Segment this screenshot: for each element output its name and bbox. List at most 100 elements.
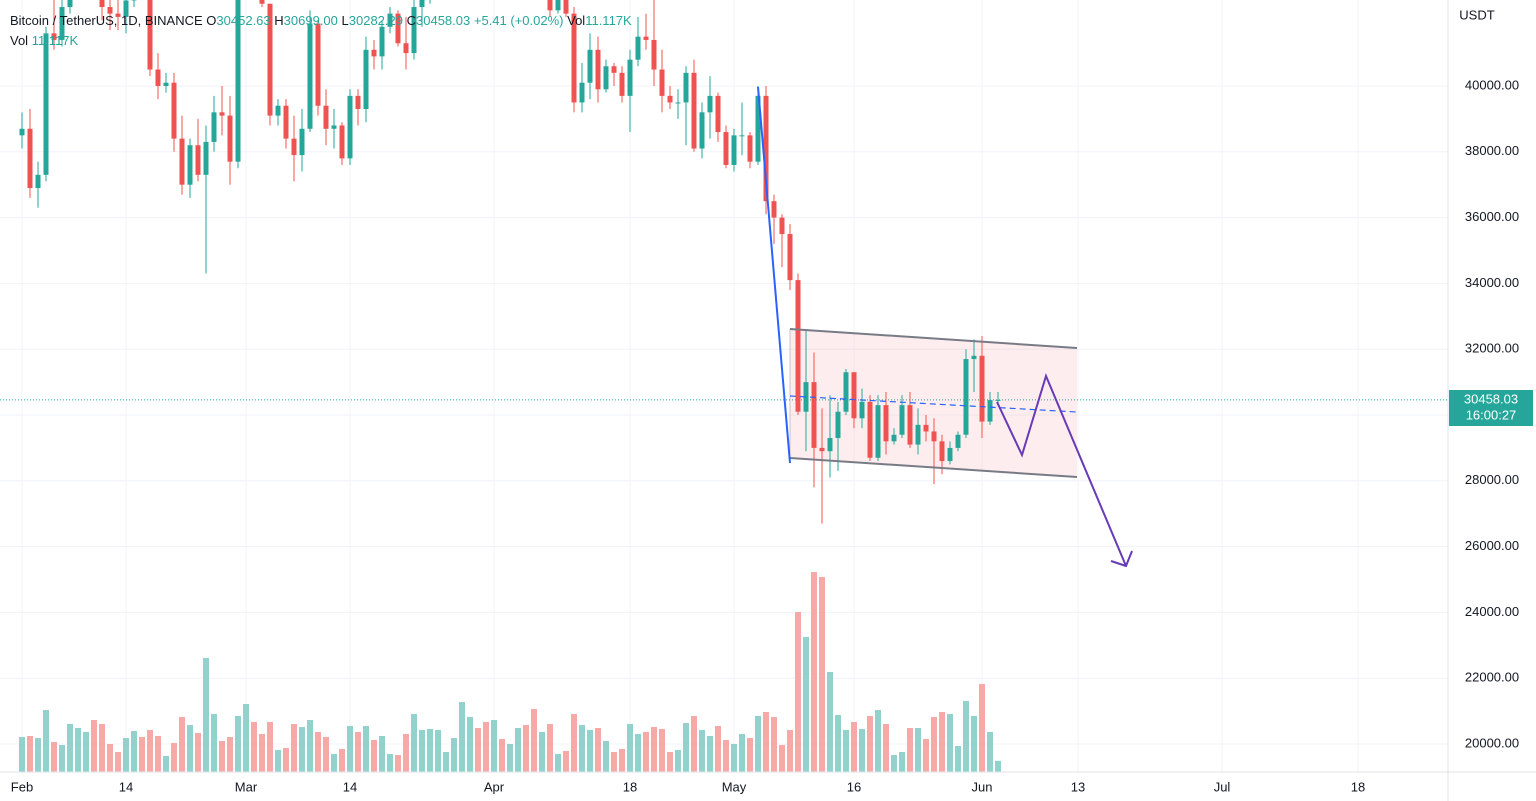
volume-bar	[883, 724, 889, 772]
candle-body	[875, 405, 881, 458]
volume-bar	[99, 724, 105, 772]
candle-body	[547, 0, 553, 11]
candle-body	[571, 13, 577, 103]
candle-body	[275, 105, 281, 116]
countdown: 16:00:27	[1466, 407, 1517, 422]
volume-bar	[539, 732, 545, 772]
volume-bar	[475, 728, 481, 772]
ohlc-close: C30458.03	[407, 13, 471, 28]
candle-body	[259, 0, 265, 4]
candle-body	[315, 23, 321, 106]
candle-body	[979, 355, 985, 422]
volume-bar	[115, 752, 121, 772]
volume-bar	[419, 730, 425, 772]
candle-body	[211, 112, 217, 142]
ohlc-open: O30452.63	[206, 13, 270, 28]
candle-body	[763, 95, 769, 202]
volume-bar	[515, 728, 521, 772]
candle-body	[371, 49, 377, 57]
candle-body	[995, 399, 1001, 401]
candle-body	[339, 125, 345, 159]
candle-body	[787, 234, 793, 281]
volume-bar	[579, 725, 585, 772]
candle-body	[811, 382, 817, 448]
volume-bar	[731, 744, 737, 772]
volume-bar	[139, 737, 145, 772]
volume-bar	[91, 720, 97, 772]
y-tick-label: 22000.00	[1465, 670, 1519, 685]
candle-body	[779, 217, 785, 235]
candle-body	[731, 135, 737, 165]
volume-bar	[667, 752, 673, 772]
symbol: Bitcoin / TetherUS, 1D, BINANCE	[10, 13, 203, 28]
candle-body	[323, 105, 329, 129]
candle-body	[27, 128, 33, 188]
candle-body	[627, 59, 633, 96]
volume-bar	[251, 722, 257, 772]
x-tick-label: 13	[1071, 779, 1085, 794]
volume-bar	[243, 704, 249, 772]
candle-body	[411, 7, 417, 54]
volume-legend: Vol 11.117K	[10, 33, 78, 48]
candle-body	[147, 0, 153, 70]
volume-bar	[179, 717, 185, 772]
y-tick-label: 20000.00	[1465, 735, 1519, 750]
volume-bar	[83, 732, 89, 772]
candle-body	[987, 400, 993, 422]
ohlc-low: L30282.29	[342, 13, 403, 28]
volume-bar	[947, 714, 953, 772]
volume-bar	[267, 722, 273, 772]
candle-body	[107, 7, 113, 14]
volume-bar	[547, 724, 553, 772]
impulse-line	[757, 86, 791, 464]
y-tick-label: 28000.00	[1465, 472, 1519, 487]
candle-body	[283, 105, 289, 139]
volume-bar	[403, 734, 409, 772]
volume-bar	[891, 755, 897, 772]
candle-body	[675, 102, 681, 104]
volume-bar	[171, 743, 177, 772]
candle-body	[219, 112, 225, 116]
key: C	[406, 13, 417, 28]
volume-bar	[203, 658, 209, 772]
volume-bar	[915, 728, 921, 772]
candle-body	[707, 95, 713, 113]
candle-body	[883, 405, 889, 442]
candle-body	[747, 135, 753, 162]
vol-key: Vol	[10, 33, 29, 48]
candle-body	[843, 372, 849, 412]
volume-bar	[507, 744, 513, 772]
volume-bar	[435, 730, 441, 772]
candle-body	[939, 441, 945, 462]
candle-body	[803, 382, 809, 412]
volume-bar	[643, 732, 649, 772]
x-tick-label: 18	[623, 779, 637, 794]
volume-bar	[587, 730, 593, 772]
value: 11.117K	[585, 13, 632, 28]
candle-body	[643, 36, 649, 40]
candle-body	[699, 112, 705, 149]
volume-bar	[347, 726, 353, 772]
y-tick-label: 40000.00	[1465, 77, 1519, 92]
x-tick-label: Jun	[972, 779, 993, 794]
volume-bar	[27, 736, 33, 772]
x-tick-label: 18	[1351, 779, 1365, 794]
volume-bar	[563, 751, 569, 772]
volume-bar	[499, 739, 505, 772]
volume-bar	[227, 737, 233, 772]
annotations-back	[790, 329, 1077, 477]
volume-bar	[59, 745, 65, 772]
volume-bar	[307, 720, 313, 772]
candle-body	[723, 132, 729, 165]
x-tick-label: 14	[119, 779, 133, 794]
grid	[0, 0, 1448, 772]
volume-bar	[707, 736, 713, 772]
candle-body	[187, 145, 193, 185]
volume-bar	[459, 702, 465, 772]
candle-body	[899, 405, 905, 435]
volume-bar	[747, 738, 753, 772]
volume-bar	[371, 740, 377, 772]
candle-body	[563, 0, 569, 14]
volume-bar	[851, 722, 857, 772]
